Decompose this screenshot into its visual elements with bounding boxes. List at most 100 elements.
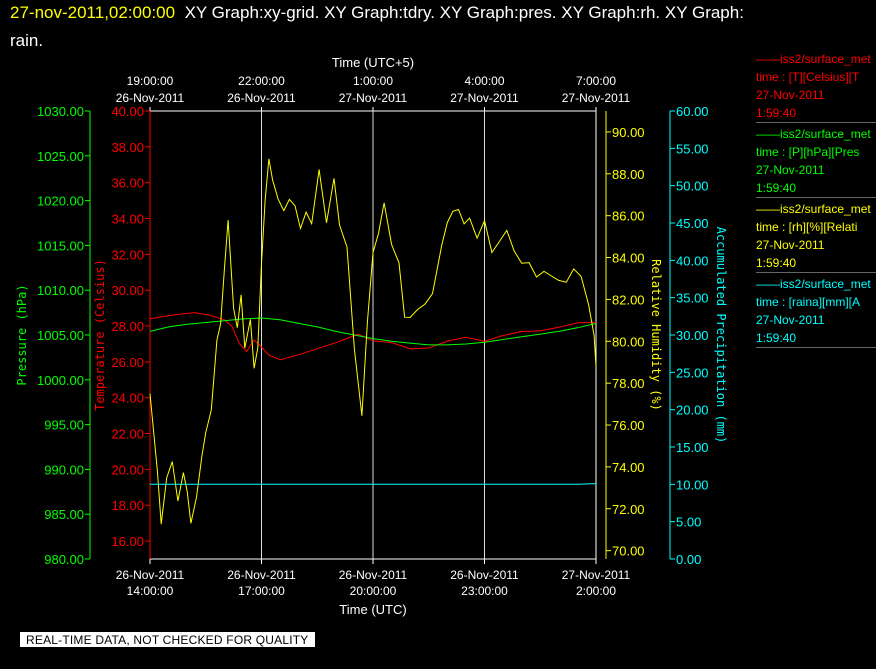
precipitation-tick-label: 15.00	[676, 440, 709, 455]
legend-detail: 1:59:40	[756, 256, 797, 270]
humidity-tick-label: 74.00	[612, 460, 645, 475]
temperature-tick-label: 18.00	[111, 498, 144, 513]
pressure-tick-label: 990.00	[44, 462, 84, 477]
temperature-tick-label: 22.00	[111, 427, 144, 442]
precipitation-tick-label: 30.00	[676, 328, 709, 343]
top-axis-title: Time (UTC+5)	[332, 55, 414, 70]
pressure-tick-label: 995.00	[44, 418, 84, 433]
top-tick-date-label: 27-Nov-2011	[339, 91, 408, 105]
precipitation-tick-label: 0.00	[676, 552, 701, 567]
pressure-tick-label: 1030.00	[37, 104, 84, 119]
temperature-tick-label: 16.00	[111, 534, 144, 549]
humidity-tick-label: 90.00	[612, 125, 645, 140]
temperature-tick-label: 24.00	[111, 391, 144, 406]
pressure-tick-label: 1020.00	[37, 194, 84, 209]
humidity-tick-label: 76.00	[612, 418, 645, 433]
x-tick-date-label: 26-Nov-2011	[116, 568, 185, 582]
x-tick-date-label: 26-Nov-2011	[227, 568, 296, 582]
humidity-axis-title: Relative Humidity (%)	[649, 259, 663, 411]
graph-titles: XY Graph:xy-grid. XY Graph:tdry. XY Grap…	[184, 3, 744, 22]
precipitation-axis-title: Accumulated Precipitation (mm)	[714, 227, 728, 444]
precipitation-tick-label: 25.00	[676, 365, 709, 380]
temperature-tick-label: 26.00	[111, 355, 144, 370]
humidity-tick-label: 88.00	[612, 167, 645, 182]
temperature-tick-label: 34.00	[111, 212, 144, 227]
pressure-axis-title: Pressure (hPa)	[15, 284, 29, 385]
legend-detail: 1:59:40	[756, 181, 797, 195]
legend-detail: 1:59:40	[756, 106, 797, 120]
legend-detail: time : [raina][mm][A	[756, 295, 861, 309]
top-tick-time-label: 22:00:00	[238, 74, 285, 88]
quality-notice: REAL-TIME DATA, NOT CHECKED FOR QUALITY	[20, 632, 315, 647]
legend: ——iss2/surface_met time : [T][Celsius][T 2…	[756, 50, 876, 350]
humidity-tick-label: 84.00	[612, 251, 645, 266]
pressure-tick-label: 1000.00	[37, 373, 84, 388]
temperature-tick-label: 40.00	[111, 104, 144, 119]
top-tick-time-label: 19:00:00	[127, 74, 174, 88]
humidity-tick-label: 86.00	[612, 209, 645, 224]
precipitation-tick-label: 5.00	[676, 515, 701, 530]
bottom-axis-title: Time (UTC)	[339, 602, 406, 617]
top-tick-date-label: 26-Nov-2011	[227, 91, 296, 105]
legend-series-name: ——iss2/surface_met	[756, 202, 871, 216]
pressure-tick-label: 985.00	[44, 507, 84, 522]
legend-detail: time : [rh][%][Relati	[756, 220, 858, 234]
x-tick-date-label: 26-Nov-2011	[450, 568, 519, 582]
humidity-tick-label: 70.00	[612, 544, 645, 559]
header-line-2: rain.	[10, 31, 44, 50]
top-tick-time-label: 7:00:00	[576, 74, 616, 88]
x-tick-date-label: 27-Nov-2011	[562, 568, 631, 582]
x-tick-time-label: 23:00:00	[461, 584, 508, 598]
timestamp-label: 27-nov-2011,02:00:00	[10, 3, 176, 22]
x-tick-time-label: 20:00:00	[350, 584, 397, 598]
pressure-tick-label: 980.00	[44, 552, 84, 567]
pressure-tick-label: 1025.00	[37, 149, 84, 164]
x-tick-time-label: 17:00:00	[238, 584, 285, 598]
legend-detail: 27-Nov-2011	[756, 163, 825, 177]
x-tick-time-label: 2:00:00	[576, 584, 616, 598]
temperature-tick-label: 32.00	[111, 247, 144, 262]
temperature-tick-label: 38.00	[111, 140, 144, 155]
precipitation-tick-label: 50.00	[676, 179, 709, 194]
humidity-tick-label: 80.00	[612, 334, 645, 349]
temperature-tick-label: 30.00	[111, 283, 144, 298]
humidity-tick-label: 78.00	[612, 376, 645, 391]
precipitation-tick-label: 35.00	[676, 291, 709, 306]
rh-series-line	[149, 158, 597, 525]
legend-detail: 27-Nov-2011	[756, 88, 825, 102]
precipitation-tick-label: 40.00	[676, 253, 709, 268]
legend-series-name: ——iss2/surface_met	[756, 277, 871, 291]
humidity-tick-label: 82.00	[612, 292, 645, 307]
precipitation-tick-label: 10.00	[676, 477, 709, 492]
legend-detail: 27-Nov-2011	[756, 313, 825, 327]
pressure-series-line	[149, 317, 597, 346]
precipitation-tick-label: 60.00	[676, 104, 709, 119]
temperature-series-line	[149, 312, 597, 361]
precipitation-tick-label: 20.00	[676, 403, 709, 418]
legend-series-name: ——iss2/surface_met	[756, 127, 871, 141]
top-tick-date-label: 27-Nov-2011	[562, 91, 631, 105]
legend-detail: 1:59:40	[756, 331, 797, 345]
legend-detail: 27-Nov-2011	[756, 238, 825, 252]
legend-series-name: ——iss2/surface_met	[756, 52, 871, 66]
pressure-tick-label: 1015.00	[37, 238, 84, 253]
top-tick-date-label: 26-Nov-2011	[116, 91, 185, 105]
top-tick-time-label: 4:00:00	[464, 74, 504, 88]
temperature-axis-title: Temperature (Celsius)	[93, 259, 107, 411]
pressure-tick-label: 1010.00	[37, 283, 84, 298]
x-tick-date-label: 26-Nov-2011	[339, 568, 408, 582]
legend-detail: time : [T][Celsius][T	[756, 70, 860, 84]
rain-series-line	[150, 483, 597, 485]
pressure-tick-label: 1005.00	[37, 328, 84, 343]
legend-detail: time : [P][hPa][Pres	[756, 145, 860, 159]
top-tick-time-label: 1:00:00	[353, 74, 393, 88]
precipitation-tick-label: 45.00	[676, 216, 709, 231]
top-tick-date-label: 27-Nov-2011	[450, 91, 519, 105]
humidity-tick-label: 72.00	[612, 502, 645, 517]
temperature-tick-label: 36.00	[111, 176, 144, 191]
precipitation-tick-label: 55.00	[676, 141, 709, 156]
